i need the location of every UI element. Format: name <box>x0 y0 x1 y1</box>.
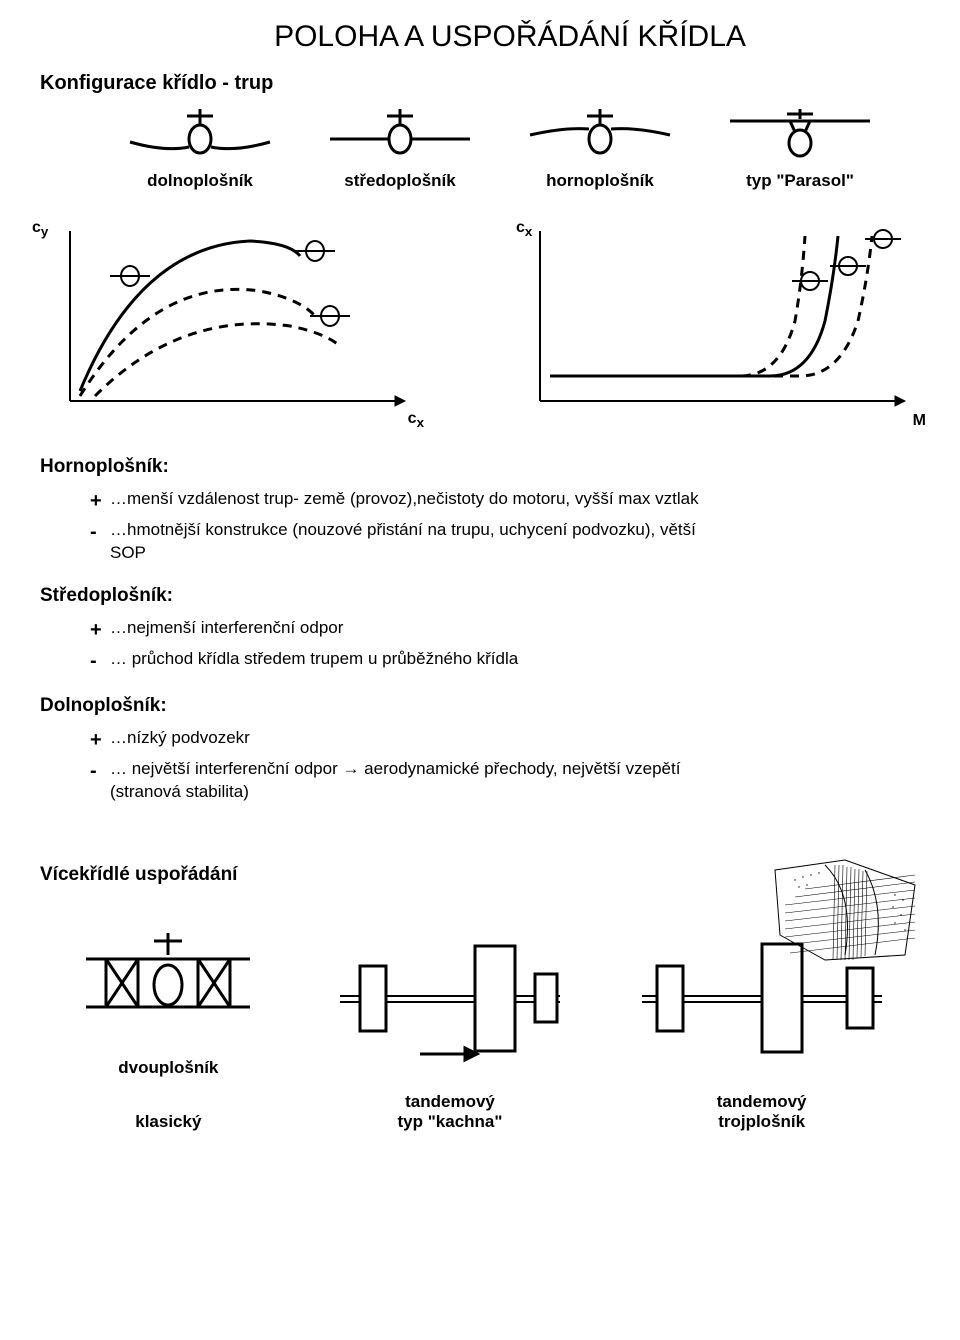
cy-cx-svg <box>40 221 420 421</box>
chart-cy-cx: cy cx <box>40 221 420 426</box>
bullet-minus: - … průchod křídla středem trupem u průb… <box>90 648 730 675</box>
config-dolnoplosnik: dolnoplošník <box>125 107 275 191</box>
axis-label-x: cx <box>408 410 424 430</box>
config-label: typ "Parasol" <box>725 171 875 191</box>
subtitle: Konfigurace křídlo - trup <box>40 72 920 95</box>
multi-label: tandemový typ "kachna" <box>325 1092 575 1133</box>
cx-m-svg <box>520 221 920 421</box>
multi-label: tandemový trojplošník <box>632 1092 892 1133</box>
config-row: dolnoplošník středoplošník hornopl <box>100 107 900 191</box>
bullet-plus: + …menší vzdálenost trup- země (provoz),… <box>90 488 730 515</box>
config-parasol: typ "Parasol" <box>725 107 875 191</box>
section-stredoplosnik: Středoplošník: + …nejmenší interferenční… <box>40 585 920 675</box>
multi-klasicky: dvouplošník klasický <box>68 927 268 1132</box>
biplane-group-label: dvouplošník <box>68 1058 268 1078</box>
bullet-plus: + …nejmenší interferenční odpor <box>90 617 730 644</box>
section-title: Hornoplošník: <box>40 456 920 478</box>
bullet-plus: + …nízký podvozekr <box>90 727 730 754</box>
axis-label-y: cy <box>32 219 48 239</box>
config-hornoplosnik: hornoplošník <box>525 107 675 191</box>
config-label: hornoplošník <box>525 171 675 191</box>
bullet-minus: - …hmotnější konstrukce (nouzové přistán… <box>90 519 730 565</box>
config-stredoplosnik: středoplošník <box>325 107 475 191</box>
config-label: středoplošník <box>325 171 475 191</box>
multi-tandem-kachna: tandemový typ "kachna" <box>325 926 575 1133</box>
chart-cx-m: cx M <box>520 221 920 426</box>
wingroot-sketch <box>765 845 930 975</box>
section-title: Dolnoplošník: <box>40 695 920 717</box>
charts-row: cy cx <box>40 221 920 426</box>
axis-label-y: cx <box>516 219 532 239</box>
section-title: Středoplošník: <box>40 585 920 607</box>
config-label: dolnoplošník <box>125 171 275 191</box>
page-title: POLOHA A USPOŘÁDÁNÍ KŘÍDLA <box>100 20 920 54</box>
axis-label-x: M <box>913 412 926 430</box>
section-dolnoplosnik: Dolnoplošník: + …nízký podvozekr - … nej… <box>40 695 920 804</box>
section-hornoplosnik: Hornoplošník: + …menší vzdálenost trup- … <box>40 456 920 565</box>
multi-label: klasický <box>68 1112 268 1132</box>
bullet-minus: - … největší interferenční odpor → aerod… <box>90 758 730 804</box>
